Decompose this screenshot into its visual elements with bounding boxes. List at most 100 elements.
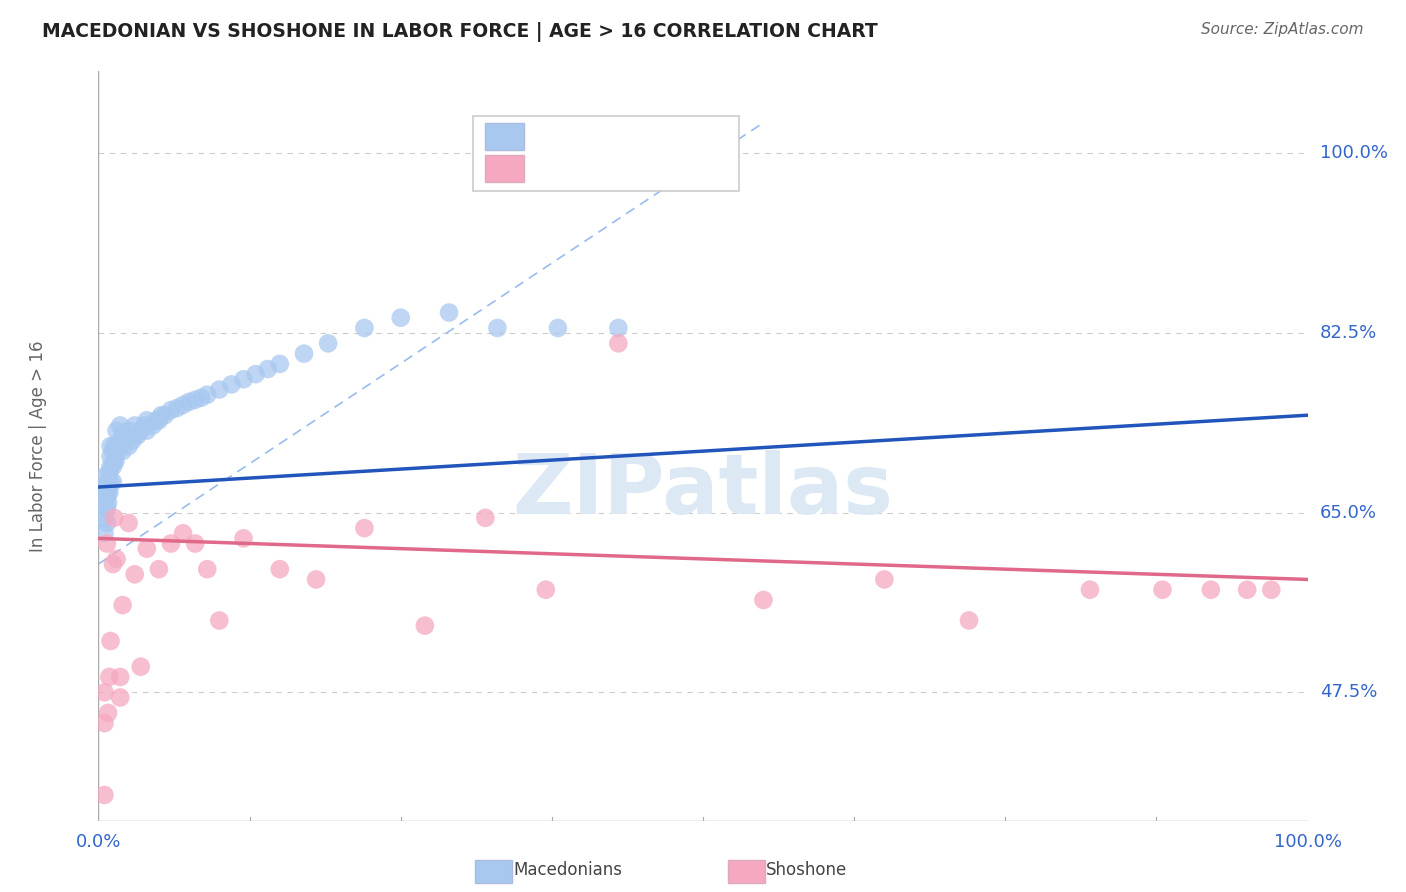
FancyBboxPatch shape xyxy=(485,123,524,150)
Point xyxy=(103,511,125,525)
Text: 47.5%: 47.5% xyxy=(1320,683,1376,701)
Point xyxy=(103,439,125,453)
Text: 0.0%: 0.0% xyxy=(76,833,121,851)
Point xyxy=(134,418,156,433)
Point xyxy=(208,614,231,628)
Point xyxy=(93,500,115,515)
Point xyxy=(105,552,128,566)
Point xyxy=(100,475,122,489)
Point xyxy=(269,357,291,371)
Text: ZIPatlas: ZIPatlas xyxy=(513,450,893,532)
Point xyxy=(153,408,176,422)
Point xyxy=(1236,582,1258,597)
Point xyxy=(316,336,339,351)
Point xyxy=(547,321,569,335)
Point xyxy=(184,536,207,550)
Point xyxy=(108,690,131,705)
Point xyxy=(1152,582,1174,597)
Point xyxy=(97,706,120,720)
FancyBboxPatch shape xyxy=(474,116,740,191)
Point xyxy=(190,391,212,405)
Point xyxy=(93,491,115,505)
Point xyxy=(105,439,128,453)
Point xyxy=(111,598,134,612)
Point xyxy=(135,541,157,556)
Point xyxy=(93,511,115,525)
Point xyxy=(873,573,896,587)
Point xyxy=(135,413,157,427)
Point xyxy=(100,450,122,464)
Point xyxy=(93,685,115,699)
Point xyxy=(111,428,134,442)
Point xyxy=(97,485,120,500)
Point xyxy=(108,434,131,448)
Text: MACEDONIAN VS SHOSHONE IN LABOR FORCE | AGE > 16 CORRELATION CHART: MACEDONIAN VS SHOSHONE IN LABOR FORCE | … xyxy=(42,22,877,42)
Text: 100.0%: 100.0% xyxy=(1320,145,1388,162)
Point xyxy=(96,516,118,530)
Point xyxy=(413,618,436,632)
Point xyxy=(148,562,170,576)
Point xyxy=(607,336,630,351)
FancyBboxPatch shape xyxy=(485,154,524,181)
Point xyxy=(124,418,146,433)
Point xyxy=(221,377,243,392)
Point xyxy=(101,557,124,571)
Point xyxy=(184,392,207,407)
Point xyxy=(256,362,278,376)
Point xyxy=(114,434,136,448)
Point xyxy=(108,670,131,684)
Point xyxy=(150,408,173,422)
Point xyxy=(1078,582,1101,597)
Point xyxy=(98,465,121,479)
Point xyxy=(195,387,218,401)
Point xyxy=(101,444,124,458)
Point xyxy=(486,321,509,335)
Point xyxy=(142,418,165,433)
Point xyxy=(232,532,254,546)
Point xyxy=(129,424,152,438)
Text: R =  0.306   N = 69: R = 0.306 N = 69 xyxy=(531,128,693,145)
Text: Shoshone: Shoshone xyxy=(766,861,848,879)
Point xyxy=(98,670,121,684)
Point xyxy=(100,459,122,474)
Point xyxy=(474,511,496,525)
Text: Source: ZipAtlas.com: Source: ZipAtlas.com xyxy=(1201,22,1364,37)
Point xyxy=(93,716,115,731)
Text: 65.0%: 65.0% xyxy=(1320,504,1376,522)
Text: R = -0.092   N = 39: R = -0.092 N = 39 xyxy=(531,159,695,177)
Point xyxy=(172,526,194,541)
Point xyxy=(105,424,128,438)
Point xyxy=(101,459,124,474)
Point xyxy=(108,418,131,433)
Point xyxy=(148,413,170,427)
Text: In Labor Force | Age > 16: In Labor Force | Age > 16 xyxy=(30,340,46,552)
Point xyxy=(111,444,134,458)
Point xyxy=(101,475,124,489)
Text: 100.0%: 100.0% xyxy=(1274,833,1341,851)
Point xyxy=(129,659,152,673)
Point xyxy=(208,383,231,397)
Point xyxy=(97,475,120,489)
Text: Macedonians: Macedonians xyxy=(513,861,623,879)
Point xyxy=(96,491,118,505)
Text: 82.5%: 82.5% xyxy=(1320,324,1376,343)
Point xyxy=(145,413,167,427)
Point xyxy=(752,593,775,607)
Point xyxy=(100,439,122,453)
Point xyxy=(98,485,121,500)
Point xyxy=(118,424,141,438)
Point xyxy=(93,788,115,802)
Point xyxy=(96,500,118,515)
Point xyxy=(118,439,141,453)
Point xyxy=(353,521,375,535)
Point xyxy=(166,401,188,415)
Point xyxy=(100,634,122,648)
Point xyxy=(389,310,412,325)
Point xyxy=(232,372,254,386)
Point xyxy=(124,567,146,582)
Point xyxy=(534,582,557,597)
Point xyxy=(305,573,328,587)
Point xyxy=(353,321,375,335)
Point xyxy=(179,395,201,409)
Point xyxy=(292,346,315,360)
